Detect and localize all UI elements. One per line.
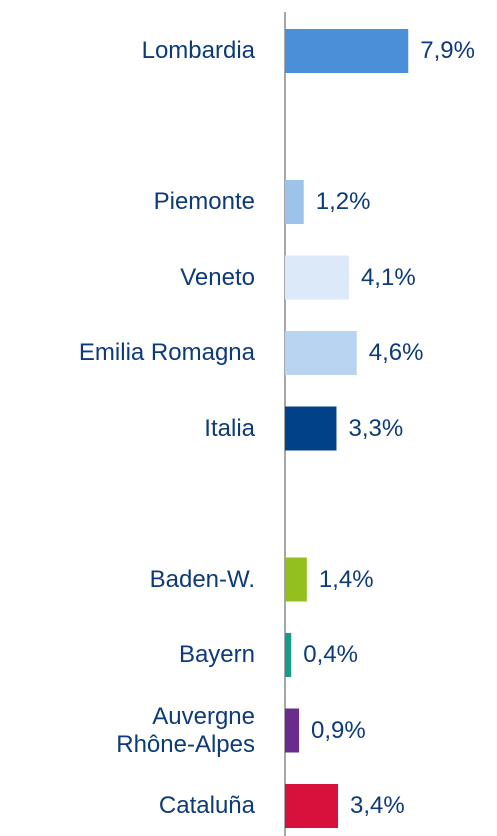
category-label: Lombardia — [141, 37, 255, 64]
value-label: 1,2% — [315, 188, 371, 215]
value-label: 3,4% — [350, 792, 405, 819]
bar — [285, 784, 339, 828]
bar — [285, 633, 292, 677]
bar — [285, 406, 337, 451]
category-label: Baden-W. — [149, 565, 255, 593]
value-label: 3,3% — [348, 414, 404, 442]
category-label: Auvergne Rhône-Alpes — [116, 702, 255, 758]
category-label: Emilia Romagna — [78, 339, 255, 366]
bar — [285, 29, 409, 73]
category-label: Cataluña — [158, 792, 255, 819]
bar — [285, 331, 357, 375]
value-label: 0,4% — [303, 641, 358, 668]
category-label: Piemonte — [153, 188, 255, 215]
bar — [285, 557, 307, 602]
category-label: Bayern — [178, 641, 255, 668]
category-label: Italia — [204, 414, 255, 442]
value-label: 7,9% — [420, 37, 475, 64]
value-label: 0,9% — [311, 716, 366, 744]
value-label: 4,6% — [368, 339, 424, 366]
value-label: 1,4% — [318, 565, 374, 593]
category-label: Veneto — [180, 263, 255, 291]
bar — [285, 708, 300, 753]
value-label: 4,1% — [360, 263, 416, 291]
bar — [285, 255, 349, 300]
bar — [285, 180, 304, 224]
